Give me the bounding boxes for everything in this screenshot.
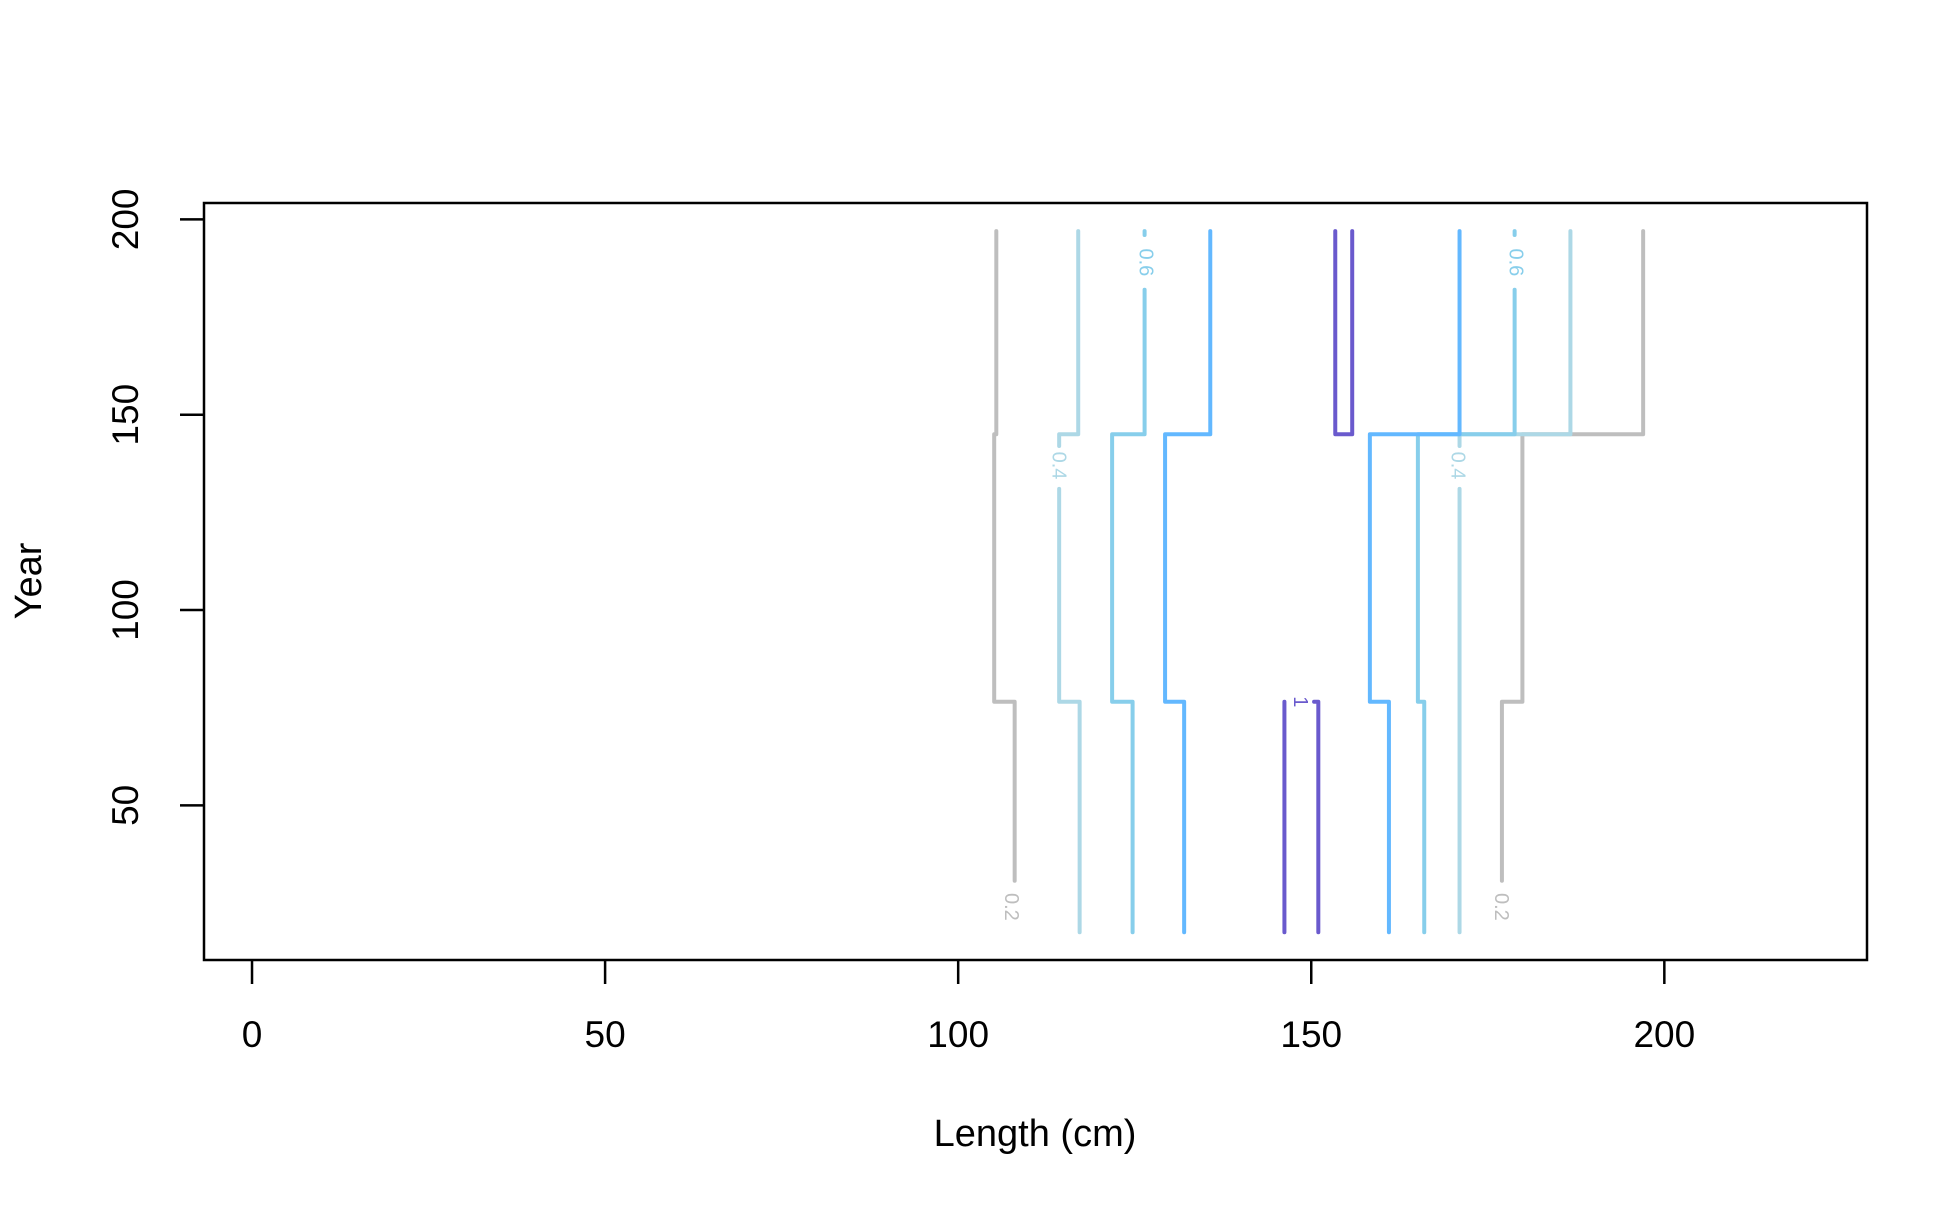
contour-label: 0.2 xyxy=(1490,893,1512,921)
contour-label: 0.6 xyxy=(1504,248,1526,276)
y-tick-label: 100 xyxy=(105,579,146,641)
contour-label: 0.2 xyxy=(1000,893,1022,921)
contour-line xyxy=(1163,229,1462,935)
x-axis-title: Length (cm) xyxy=(934,1113,1137,1155)
contour-label: 1 xyxy=(1289,696,1311,707)
x-tick-label: 200 xyxy=(1633,1014,1695,1055)
contour-label: 0.4 xyxy=(1446,452,1468,480)
contour-label: 0.6 xyxy=(1134,248,1156,276)
contour-line xyxy=(1057,229,1573,935)
plot-frame xyxy=(202,201,1869,962)
x-tick-label: 150 xyxy=(1280,1014,1342,1055)
contour-line xyxy=(1110,229,1517,935)
y-tick-label: 150 xyxy=(105,384,146,446)
y-tick-label: 200 xyxy=(105,189,146,251)
x-tick-label: 50 xyxy=(585,1014,626,1055)
x-tick-label: 0 xyxy=(242,1014,263,1055)
contour-line xyxy=(1282,229,1355,935)
contour-label: 0.4 xyxy=(1047,452,1069,480)
y-axis-title: Year xyxy=(8,542,50,619)
contour-line xyxy=(992,229,1646,883)
x-tick-label: 100 xyxy=(927,1014,989,1055)
y-tick-label: 50 xyxy=(105,785,146,826)
